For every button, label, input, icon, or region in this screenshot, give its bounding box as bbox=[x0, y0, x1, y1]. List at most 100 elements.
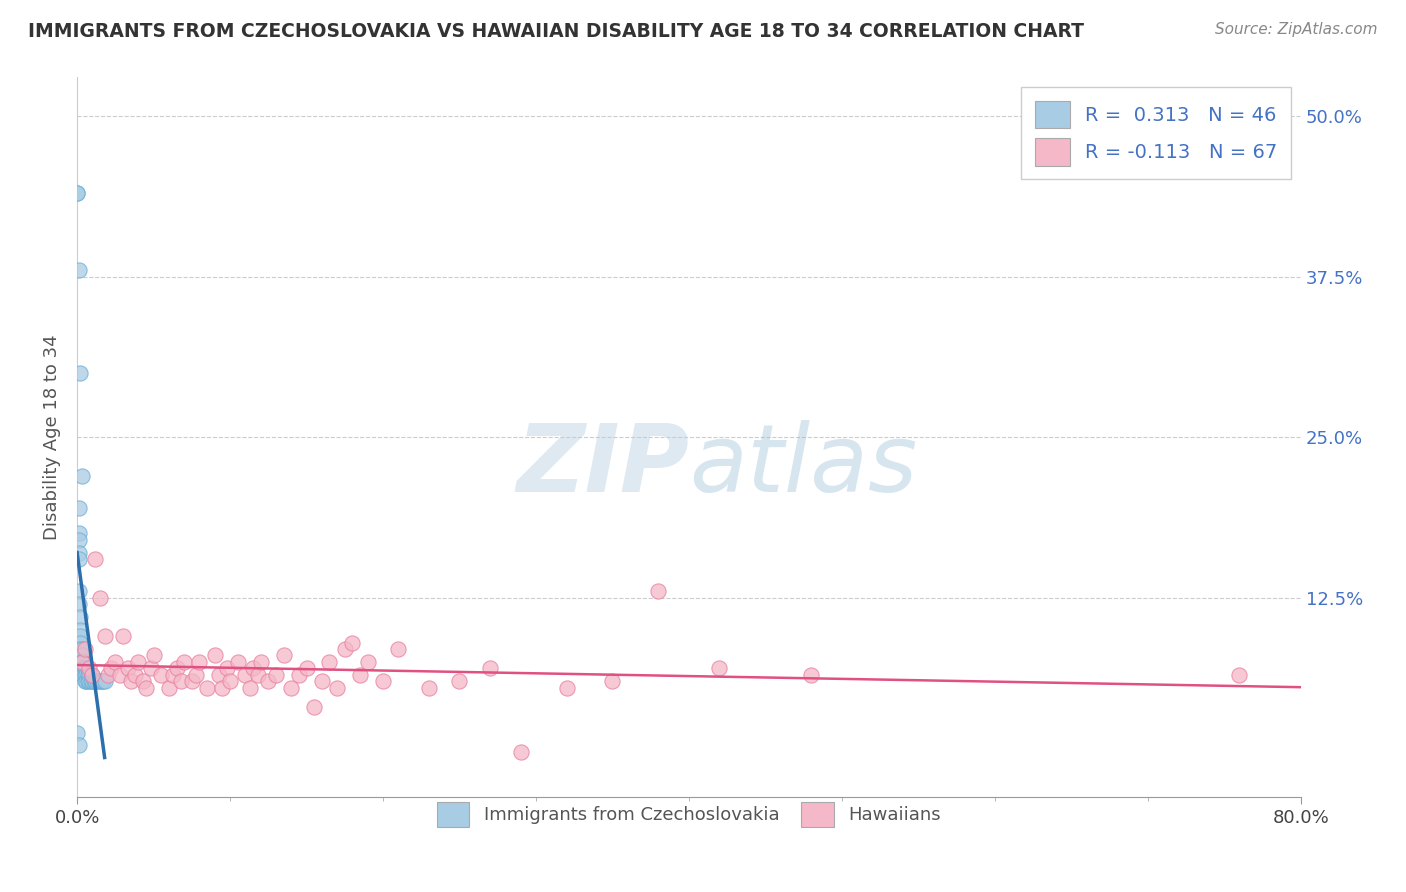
Point bbox=[326, 681, 349, 695]
Point bbox=[135, 681, 157, 695]
Point bbox=[84, 674, 107, 689]
Point bbox=[73, 674, 96, 689]
Point bbox=[70, 642, 93, 657]
Text: atlas: atlas bbox=[689, 420, 917, 511]
Point bbox=[84, 552, 107, 566]
Point bbox=[67, 584, 90, 599]
Point bbox=[69, 366, 91, 380]
Point bbox=[150, 667, 173, 681]
Point bbox=[188, 655, 211, 669]
Point bbox=[239, 681, 262, 695]
Point bbox=[139, 661, 162, 675]
Point bbox=[70, 655, 93, 669]
Point bbox=[93, 629, 115, 643]
Point bbox=[242, 661, 264, 675]
Point bbox=[124, 667, 146, 681]
Point bbox=[418, 681, 440, 695]
Point bbox=[67, 739, 90, 753]
Point bbox=[67, 597, 90, 611]
Point bbox=[82, 667, 104, 681]
Point bbox=[211, 681, 233, 695]
Point bbox=[219, 674, 242, 689]
Point bbox=[349, 667, 371, 681]
Point bbox=[387, 642, 409, 657]
Point bbox=[186, 667, 208, 681]
Point bbox=[371, 674, 394, 689]
Point bbox=[66, 186, 89, 200]
Point bbox=[173, 655, 195, 669]
Point bbox=[108, 667, 131, 681]
Point bbox=[73, 661, 96, 675]
Point bbox=[82, 667, 104, 681]
Point bbox=[117, 661, 139, 675]
Y-axis label: Disability Age 18 to 34: Disability Age 18 to 34 bbox=[44, 334, 60, 540]
Point bbox=[288, 667, 311, 681]
Point bbox=[79, 674, 101, 689]
Point bbox=[132, 674, 155, 689]
Point bbox=[166, 661, 188, 675]
Point bbox=[72, 667, 94, 681]
Point bbox=[75, 674, 97, 689]
Point bbox=[233, 667, 256, 681]
Point bbox=[82, 674, 104, 689]
Point bbox=[273, 648, 295, 663]
Point bbox=[357, 655, 380, 669]
Point bbox=[226, 655, 249, 669]
Point bbox=[257, 674, 280, 689]
Text: Source: ZipAtlas.com: Source: ZipAtlas.com bbox=[1215, 22, 1378, 37]
Point bbox=[87, 674, 110, 689]
Point bbox=[204, 648, 226, 663]
Point bbox=[180, 674, 202, 689]
Point bbox=[69, 629, 91, 643]
Point bbox=[70, 661, 93, 675]
Point bbox=[73, 667, 96, 681]
Point bbox=[91, 674, 114, 689]
Point bbox=[479, 661, 502, 675]
Legend: Immigrants from Czechoslovakia, Hawaiians: Immigrants from Czechoslovakia, Hawaiian… bbox=[430, 795, 948, 835]
Point bbox=[73, 642, 96, 657]
Point bbox=[709, 661, 731, 675]
Point bbox=[79, 661, 101, 675]
Point bbox=[280, 681, 302, 695]
Point bbox=[1229, 667, 1251, 681]
Point bbox=[249, 655, 271, 669]
Point bbox=[93, 674, 115, 689]
Point bbox=[72, 655, 94, 669]
Point bbox=[67, 552, 90, 566]
Point bbox=[142, 648, 165, 663]
Point bbox=[333, 642, 356, 657]
Point bbox=[208, 667, 231, 681]
Point bbox=[79, 667, 101, 681]
Point bbox=[602, 674, 624, 689]
Point bbox=[86, 674, 108, 689]
Point bbox=[66, 725, 89, 739]
Point bbox=[111, 629, 134, 643]
Point bbox=[66, 186, 89, 200]
Point bbox=[70, 655, 93, 669]
Point bbox=[170, 674, 193, 689]
Point bbox=[69, 610, 91, 624]
Point bbox=[69, 642, 91, 657]
Point bbox=[69, 635, 91, 649]
Point bbox=[69, 623, 91, 637]
Point bbox=[302, 699, 325, 714]
Point bbox=[127, 655, 149, 669]
Point bbox=[70, 468, 93, 483]
Point bbox=[264, 667, 287, 681]
Point bbox=[72, 661, 94, 675]
Point bbox=[295, 661, 318, 675]
Point bbox=[555, 681, 578, 695]
Point bbox=[342, 635, 364, 649]
Point bbox=[509, 745, 531, 759]
Point bbox=[104, 655, 127, 669]
Point bbox=[195, 681, 218, 695]
Point bbox=[75, 667, 97, 681]
Point bbox=[449, 674, 471, 689]
Point bbox=[83, 674, 105, 689]
Point bbox=[89, 591, 111, 605]
Text: IMMIGRANTS FROM CZECHOSLOVAKIA VS HAWAIIAN DISABILITY AGE 18 TO 34 CORRELATION C: IMMIGRANTS FROM CZECHOSLOVAKIA VS HAWAII… bbox=[28, 22, 1084, 41]
Point bbox=[157, 681, 180, 695]
Point bbox=[89, 674, 111, 689]
Point bbox=[67, 500, 90, 515]
Point bbox=[67, 263, 90, 277]
